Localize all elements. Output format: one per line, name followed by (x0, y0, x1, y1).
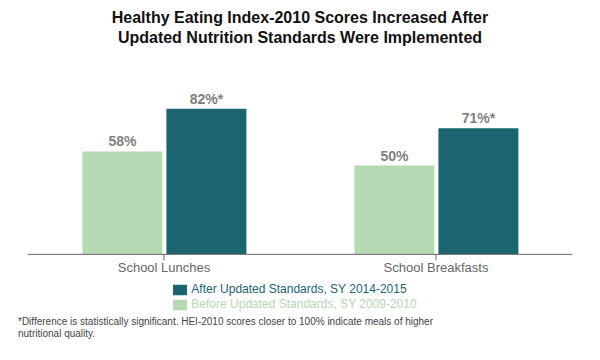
svg-text:71%*: 71%* (462, 110, 496, 126)
html-text:Updated Nutrition Standards We: Updated Nutrition Standards Were Impleme… (117, 29, 483, 46)
html-text:Healthy Eating Index-2010 Scor: Healthy Eating Index-2010 Scores Increas… (111, 9, 489, 26)
svg-text:School Lunches: School Lunches (118, 260, 211, 275)
svg-text:58%: 58% (108, 133, 137, 149)
html-text:nutritional quality.: nutritional quality. (18, 328, 96, 339)
svg-text:82%*: 82%* (190, 91, 224, 107)
html-text:*Difference is statistically s: *Difference is statistically significant… (18, 316, 433, 327)
html-text:Before Updated Standards, SY 2: Before Updated Standards, SY 2009-2010 (191, 297, 417, 312)
svg-text:School Breakfasts: School Breakfasts (384, 260, 489, 275)
svg-text:50%: 50% (380, 148, 409, 164)
html-text:After Updated Standards, SY 20: After Updated Standards, SY 2014-2015 (191, 282, 407, 297)
